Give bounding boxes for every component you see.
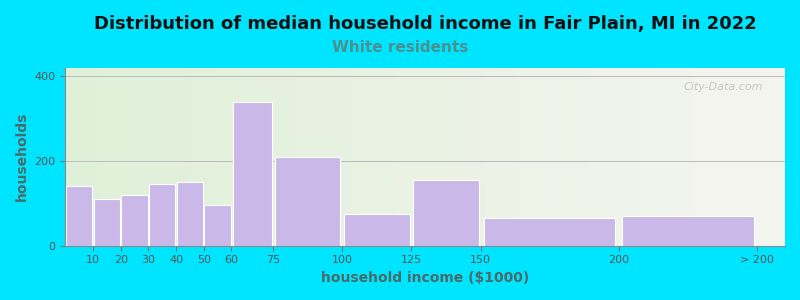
X-axis label: household income ($1000): household income ($1000): [321, 271, 530, 285]
Bar: [205, 206, 230, 246]
Title: Distribution of median household income in Fair Plain, MI in 2022: Distribution of median household income …: [94, 15, 757, 33]
Y-axis label: households: households: [15, 112, 29, 202]
Bar: [122, 195, 148, 246]
Bar: [344, 214, 410, 246]
Bar: [149, 184, 175, 246]
Bar: [484, 218, 615, 246]
Bar: [66, 186, 92, 246]
Bar: [413, 180, 479, 246]
Bar: [622, 216, 754, 246]
Text: City-Data.com: City-Data.com: [684, 82, 763, 92]
Text: White residents: White residents: [332, 40, 468, 56]
Bar: [233, 102, 272, 246]
Bar: [177, 182, 203, 246]
Bar: [94, 199, 120, 246]
Bar: [274, 157, 341, 246]
